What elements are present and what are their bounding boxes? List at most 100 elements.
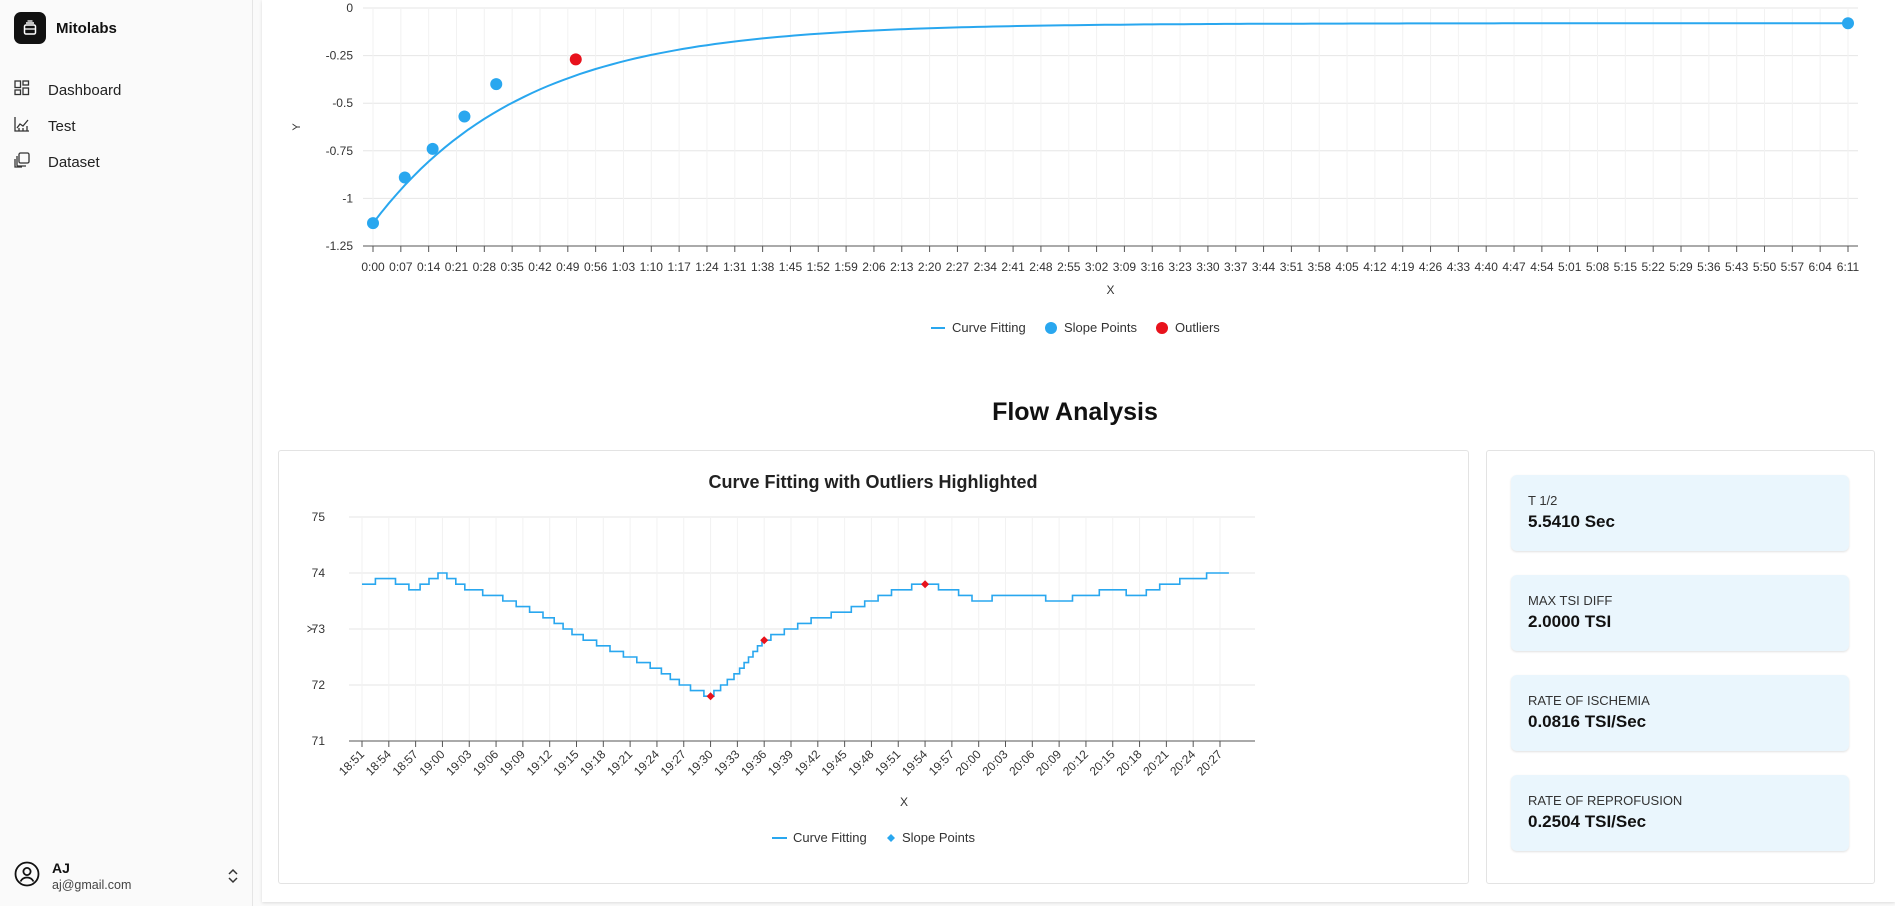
sidebar-item-test[interactable]: Test: [14, 108, 121, 144]
x-tick-label: 19:42: [792, 747, 823, 778]
x-tick-label: 5:29: [1669, 260, 1693, 274]
y-tick-label: 73: [312, 622, 326, 636]
x-tick-label: 19:30: [685, 747, 716, 778]
metric-value: 0.0816 TSI/Sec: [1528, 712, 1647, 731]
x-tick-label: 19:27: [658, 747, 689, 778]
legend-label: Slope Points: [1064, 320, 1137, 335]
slope-point: [490, 78, 503, 91]
x-tick-label: 1:45: [779, 260, 803, 274]
x-tick-label: 20:24: [1167, 747, 1198, 778]
x-tick-label: 2:48: [1029, 260, 1053, 274]
x-tick-label: 20:12: [1060, 747, 1091, 778]
dataset-icon: [14, 152, 30, 172]
chart-line-icon: [14, 116, 30, 136]
brand-logo-icon: [14, 12, 46, 44]
x-tick-label: 19:12: [524, 747, 555, 778]
x-tick-label: 20:18: [1114, 747, 1145, 778]
legend-label: Outliers: [1175, 320, 1220, 335]
x-tick-label: 1:59: [834, 260, 858, 274]
outlier-point: [569, 53, 582, 66]
legend-label: Slope Points: [902, 830, 975, 845]
x-tick-label: 19:54: [899, 747, 930, 778]
x-tick-label: 3:16: [1141, 260, 1165, 274]
slope-point: [367, 217, 379, 230]
sidebar-nav: Dashboard Test Dataset: [14, 72, 121, 180]
x-tick-label: 20:03: [979, 747, 1010, 778]
x-tick-label: 20:21: [1140, 747, 1171, 778]
x-tick-label: 2:06: [862, 260, 886, 274]
outlier-point: [760, 636, 769, 645]
metric-label: MAX TSI DIFF: [1528, 593, 1613, 608]
legend-diamond-marker: [887, 834, 895, 842]
x-tick-label: 5:15: [1614, 260, 1638, 274]
x-tick-label: 3:37: [1224, 260, 1248, 274]
x-tick-label: 3:51: [1280, 260, 1304, 274]
sidebar-item-dashboard[interactable]: Dashboard: [14, 72, 121, 108]
metric-label: RATE OF REPROFUSION: [1528, 793, 1683, 808]
x-tick-label: 4:33: [1447, 260, 1471, 274]
x-tick-label: 19:51: [872, 747, 903, 778]
brand[interactable]: Mitolabs: [14, 12, 117, 44]
x-tick-label: 0:14: [417, 260, 441, 274]
flow-chart-card: Curve Fitting with Outliers Highlighted 7…: [278, 450, 1469, 884]
sidebar: Mitolabs Dashboard Test Dataset AJ aj@gm…: [0, 0, 253, 906]
chevrons-up-down-icon[interactable]: [227, 868, 239, 889]
x-tick-label: 1:52: [807, 260, 831, 274]
x-tick-label: 4:19: [1391, 260, 1415, 274]
x-tick-label: 19:21: [604, 747, 635, 778]
x-tick-label: 2:13: [890, 260, 914, 274]
x-tick-label: 19:03: [443, 747, 474, 778]
x-tick-label: 20:06: [1006, 747, 1037, 778]
x-tick-label: 0:49: [556, 260, 580, 274]
x-tick-label: 1:10: [640, 260, 664, 274]
x-tick-label: 19:00: [416, 747, 447, 778]
dashboard-icon: [14, 80, 30, 100]
x-tick-label: 0:35: [500, 260, 524, 274]
x-tick-label: 4:12: [1363, 260, 1387, 274]
x-tick-label: 2:20: [918, 260, 942, 274]
sidebar-item-dataset[interactable]: Dataset: [14, 144, 121, 180]
y-tick-label: -1: [342, 191, 353, 205]
x-tick-label: 18:57: [390, 747, 421, 778]
x-tick-label: 19:09: [497, 747, 528, 778]
x-tick-label: 5:57: [1781, 260, 1805, 274]
metric-value: 5.5410 Sec: [1528, 512, 1615, 531]
x-tick-label: 6:11: [1837, 260, 1860, 274]
x-tick-label: 0:21: [445, 260, 469, 274]
x-tick-label: 20:15: [1087, 747, 1118, 778]
user-name: AJ: [52, 860, 70, 876]
user-menu[interactable]: AJ aj@gmail.com: [14, 860, 239, 892]
metric-rate-of-ischemia: RATE OF ISCHEMIA 0.0816 TSI/Sec: [1511, 675, 1849, 751]
metric-value: 2.0000 TSI: [1528, 612, 1612, 631]
x-tick-label: 19:48: [845, 747, 876, 778]
x-tick-label: 6:04: [1808, 260, 1832, 274]
main-panel: 0 -0.25 -0.5 -0.75 -1 -1.25 0:00 0:07 0:14 0:21 0:…: [262, 0, 1895, 902]
curve-fitting-line: [372, 22, 1844, 224]
x-tick-label: 3:58: [1308, 260, 1332, 274]
x-tick-label: 4:47: [1502, 260, 1526, 274]
x-tick-label: 19:24: [631, 747, 662, 778]
x-tick-label: 18:54: [363, 747, 394, 778]
x-tick-label: 20:09: [1033, 747, 1064, 778]
x-tick-label: 4:54: [1530, 260, 1554, 274]
slope-point: [1842, 17, 1854, 30]
x-tick-label: 1:03: [612, 260, 636, 274]
x-tick-label: 3:30: [1196, 260, 1220, 274]
x-tick-label: 19:06: [470, 747, 501, 778]
metric-label: T 1/2: [1528, 493, 1558, 508]
x-tick-label: 5:50: [1753, 260, 1777, 274]
x-tick-label: 2:34: [974, 260, 998, 274]
chart-title: Curve Fitting with Outliers Highlighted: [709, 472, 1038, 492]
x-tick-label: 18:51: [336, 747, 367, 778]
x-tick-label: 0:00: [361, 260, 385, 274]
slope-point: [426, 142, 439, 155]
user-info: AJ aj@gmail.com: [52, 860, 131, 892]
x-tick-label: 2:55: [1057, 260, 1081, 274]
x-tick-label: 3:23: [1168, 260, 1192, 274]
x-tick-label: 4:26: [1419, 260, 1443, 274]
legend-label: Curve Fitting: [952, 320, 1026, 335]
section-title: Flow Analysis: [992, 398, 1158, 426]
x-tick-label: 19:15: [550, 747, 581, 778]
x-tick-label: 0:56: [584, 260, 608, 274]
slope-point: [458, 110, 471, 123]
